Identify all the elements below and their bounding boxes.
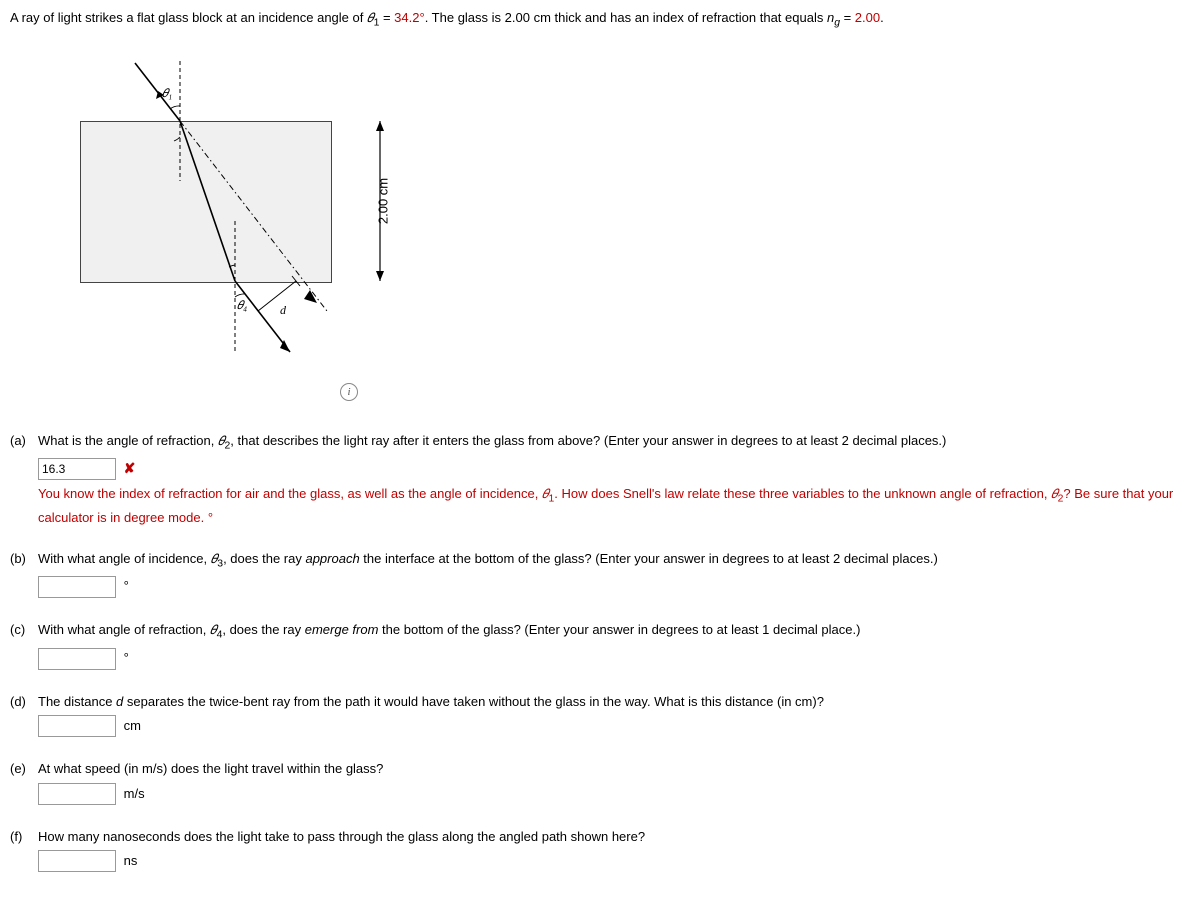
part-d-input[interactable] — [38, 715, 116, 737]
unit: ° — [124, 578, 129, 593]
sym: 𝜃 — [210, 622, 217, 637]
text: . How does Snell's law relate these thre… — [554, 486, 1051, 501]
italic-word: emerge from — [305, 622, 379, 637]
answer-line: m/s — [38, 783, 1190, 805]
theta1-symbol: 𝜃 — [367, 10, 374, 25]
answer-line: ✘ — [38, 458, 1190, 480]
part-label: (c) — [10, 620, 38, 640]
text: You know the index of refraction for air… — [38, 486, 542, 501]
part-label: (e) — [10, 759, 38, 779]
part-e-input[interactable] — [38, 783, 116, 805]
angle-value: 34.2° — [394, 10, 425, 25]
text: , that describes the light ray after it … — [230, 433, 946, 448]
refraction-diagram: 𝜃₁ 𝜃₂ 𝜃₃ 𝜃₄ d 2.00 cm — [80, 51, 460, 371]
unit: ns — [124, 853, 138, 868]
question-text: The distance d separates the twice-bent … — [38, 692, 1190, 712]
part-label: (d) — [10, 692, 38, 712]
answer-line: ns — [38, 850, 1190, 872]
question-text: What is the angle of refraction, 𝜃2, tha… — [38, 431, 1190, 454]
sym: 𝜃 — [542, 486, 549, 501]
part-c: (c) With what angle of refraction, 𝜃4, d… — [10, 620, 1190, 669]
unit: ° — [124, 650, 129, 665]
text: What is the angle of refraction, — [38, 433, 218, 448]
question-text: How many nanoseconds does the light take… — [38, 827, 1190, 847]
text: the bottom of the glass? (Enter your ans… — [378, 622, 860, 637]
incorrect-icon: ✘ — [124, 460, 136, 476]
part-c-input[interactable] — [38, 648, 116, 670]
question-text: With what angle of incidence, 𝜃3, does t… — [38, 549, 1190, 572]
answer-line: ° — [38, 576, 1190, 598]
part-label: (a) — [10, 431, 38, 451]
part-f: (f) How many nanoseconds does the light … — [10, 827, 1190, 873]
part-f-input[interactable] — [38, 850, 116, 872]
unit: cm — [124, 718, 141, 733]
part-b-input[interactable] — [38, 576, 116, 598]
sym: 𝜃 — [218, 433, 225, 448]
unit: m/s — [124, 786, 145, 801]
text: A ray of light strikes a flat glass bloc… — [10, 10, 367, 25]
text: , does the ray — [222, 622, 304, 637]
answer-line: ° — [38, 648, 1190, 670]
text: separates the twice-bent ray from the pa… — [123, 694, 824, 709]
eq: = — [840, 10, 855, 25]
text: With what angle of incidence, — [38, 551, 211, 566]
italic-word: approach — [305, 551, 359, 566]
answer-line: cm — [38, 715, 1190, 737]
diagram-svg — [80, 51, 460, 371]
question-text: At what speed (in m/s) does the light tr… — [38, 759, 1190, 779]
question-parts: (a) What is the angle of refraction, 𝜃2,… — [10, 431, 1190, 872]
info-icon[interactable]: i — [340, 383, 358, 401]
part-a-input[interactable] — [38, 458, 116, 480]
part-a-feedback: You know the index of refraction for air… — [38, 484, 1190, 527]
text: . The glass is 2.00 cm thick and has an … — [425, 10, 827, 25]
question-text: With what angle of refraction, 𝜃4, does … — [38, 620, 1190, 643]
text: The distance — [38, 694, 116, 709]
problem-statement: A ray of light strikes a flat glass bloc… — [10, 8, 1190, 31]
part-a: (a) What is the angle of refraction, 𝜃2,… — [10, 431, 1190, 527]
part-b: (b) With what angle of incidence, 𝜃3, do… — [10, 549, 1190, 598]
part-e: (e) At what speed (in m/s) does the ligh… — [10, 759, 1190, 805]
n-value: 2.00 — [855, 10, 880, 25]
sym: 𝜃 — [1051, 486, 1058, 501]
part-label: (f) — [10, 827, 38, 847]
text: With what angle of refraction, — [38, 622, 210, 637]
part-d: (d) The distance d separates the twice-b… — [10, 692, 1190, 738]
eq: = — [379, 10, 394, 25]
text: . — [880, 10, 884, 25]
text: the interface at the bottom of the glass… — [360, 551, 938, 566]
text: , does the ray — [223, 551, 305, 566]
part-label: (b) — [10, 549, 38, 569]
